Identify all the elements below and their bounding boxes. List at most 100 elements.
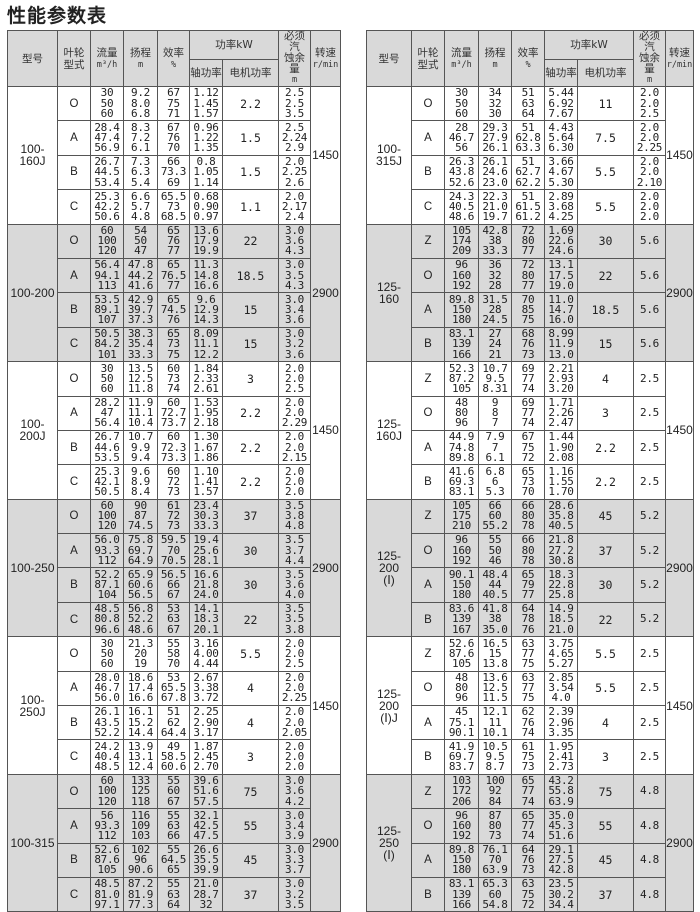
npsh-values: 2.0 2.0 2.10 [633, 154, 666, 191]
efficiency-values: 69 77 74 [511, 395, 545, 431]
model-cell: 125-200 (Ⅰ) [366, 498, 412, 638]
shaft-power-values: 8.99 11.9 13.0 [544, 326, 578, 363]
value: 73 [521, 863, 535, 877]
value: 2.67 [193, 671, 219, 685]
value: 109 [131, 818, 150, 832]
value: 96 [455, 258, 468, 272]
value: 30.2 [548, 887, 574, 901]
value: 209 [452, 244, 471, 258]
value: 2.0 [640, 130, 659, 144]
efficiency-values: 65 79 77 [511, 567, 545, 603]
value: 166 [452, 897, 471, 911]
value: 13.5 [127, 361, 154, 375]
impeller-type: B [411, 326, 445, 363]
value: 2.90 [193, 715, 219, 729]
value: 100 [485, 774, 505, 788]
value: 74.8 [448, 440, 475, 454]
value: 2.4 [285, 209, 304, 223]
value: 80 [521, 509, 535, 523]
efficiency-values: 55 64.5 65 [157, 842, 190, 878]
value: 61 [167, 499, 180, 513]
efficiency-values: 65 74.5 76 [157, 292, 190, 328]
speed-cell: 1450 [310, 636, 341, 775]
value: 21 [488, 347, 502, 361]
npsh-values: 2.0 2.0 2.25 [633, 120, 666, 156]
value: 60.6 [160, 760, 187, 774]
value: 65.5 [160, 189, 187, 203]
value: 35.5 [193, 853, 219, 867]
value: 2.0 [285, 681, 304, 695]
value: 2.25 [281, 165, 308, 179]
value: 2.17 [281, 199, 308, 213]
value: 11.1 [127, 406, 154, 420]
value: 80 [521, 268, 535, 282]
value: 77 [521, 784, 535, 798]
value: 55 [488, 533, 502, 547]
value: 9.5 [485, 371, 505, 385]
table-row: C 25.3 42.1 50.5 9.6 8.9 8.4 60 72 73 1.10 1.41 1.57… [8, 464, 341, 500]
table-row: A 28.4 47.4 56.9 8.3 7.2 6.1 67 76 70 0.96 1.22 1.35… [8, 120, 341, 156]
value: 32.1 [193, 808, 219, 822]
flow-values: 103 172 206 [444, 773, 479, 810]
value: 64.5 [160, 853, 187, 867]
value: 65.9 [127, 567, 154, 581]
value: 2.0 [285, 396, 304, 409]
table-row: B 53.5 89.1 107 42.9 39.7 37.3 65 74.5 76 9.6 12.9 1… [8, 292, 341, 328]
head-values: 10.7 9.9 9.4 [123, 429, 158, 466]
value: 44 [488, 578, 502, 592]
value: 11.9 [548, 337, 574, 351]
value: 3.35 [548, 725, 574, 739]
impeller-type: B [57, 429, 91, 466]
npsh-values: 3.0 3.2 3.6 [278, 326, 311, 363]
efficiency-values: 51 62.7 62.2 [511, 154, 545, 191]
npsh-values: 5.2 [633, 567, 666, 603]
value: 2.47 [548, 416, 574, 430]
motor-power: 1.5 [222, 120, 279, 156]
value: 44.5 [94, 165, 120, 179]
header-row: 型号 叶轮 型式 流量 m³/h 扬程 m 效率% 功率kW 必须汽 蚀余量 m 转速 r/min [7, 30, 341, 87]
value: 0.96 [193, 120, 219, 134]
shaft-power-values: 1.10 1.41 1.57 [189, 464, 223, 500]
value: 2.0 [640, 209, 659, 223]
flow-values: 48 80 96 [444, 395, 479, 431]
model-cell: 100-200 [7, 223, 58, 363]
value: 33.3 [193, 519, 219, 533]
value: 120 [97, 794, 117, 808]
npsh-values: 2.5 [633, 705, 666, 741]
value: 160 [452, 268, 471, 282]
value: 3.16 [193, 636, 219, 650]
header-line: 蚀余量 [284, 52, 305, 75]
value: 1.55 [548, 474, 574, 488]
header-row: 型号 叶轮 型式 流量 m³/h 扬程 m 效率% 功率kW 必须汽 蚀余量 m 转速 r/min [366, 30, 694, 87]
value: 39.9 [193, 863, 219, 877]
table-row: A 56.0 93.3 112 75.8 69.7 64.9 59.5 70 70.5 19.4 25… [8, 533, 341, 569]
flow-values: 44.9 74.8 89.8 [444, 429, 479, 466]
value: 24.5 [482, 313, 508, 327]
value: 150 [452, 578, 471, 592]
impeller-type: B [411, 739, 445, 775]
shaft-power-values: 0.8 1.05 1.14 [189, 154, 223, 191]
value: 3.6 [285, 313, 304, 327]
model-name: 100-250 [10, 560, 55, 575]
model-name: 100-200J [19, 417, 46, 444]
value: 192 [452, 553, 471, 567]
value: 105 [452, 381, 471, 395]
header-line: % [170, 59, 177, 70]
value: 73 [521, 474, 535, 488]
efficiency-values: 66 80 78 [511, 533, 545, 569]
value: 2.45 [193, 750, 219, 764]
value: 3.54 [548, 681, 574, 695]
value: 1.53 [193, 396, 219, 409]
impeller-type: O [411, 395, 445, 431]
value: 76 [167, 234, 180, 248]
head-values: 48.4 44 40.5 [478, 567, 512, 603]
value: 69.7 [448, 750, 475, 764]
value: 76 [167, 130, 180, 144]
motor-power: 5.5 [577, 154, 634, 191]
flow-values: 41.9 69.7 83.7 [444, 739, 479, 775]
value: 76 [521, 622, 535, 636]
value: 1.30 [193, 430, 219, 444]
value: 67 [167, 120, 180, 134]
value: 72 [521, 897, 535, 911]
head-values: 11.9 11.1 10.4 [123, 395, 158, 431]
